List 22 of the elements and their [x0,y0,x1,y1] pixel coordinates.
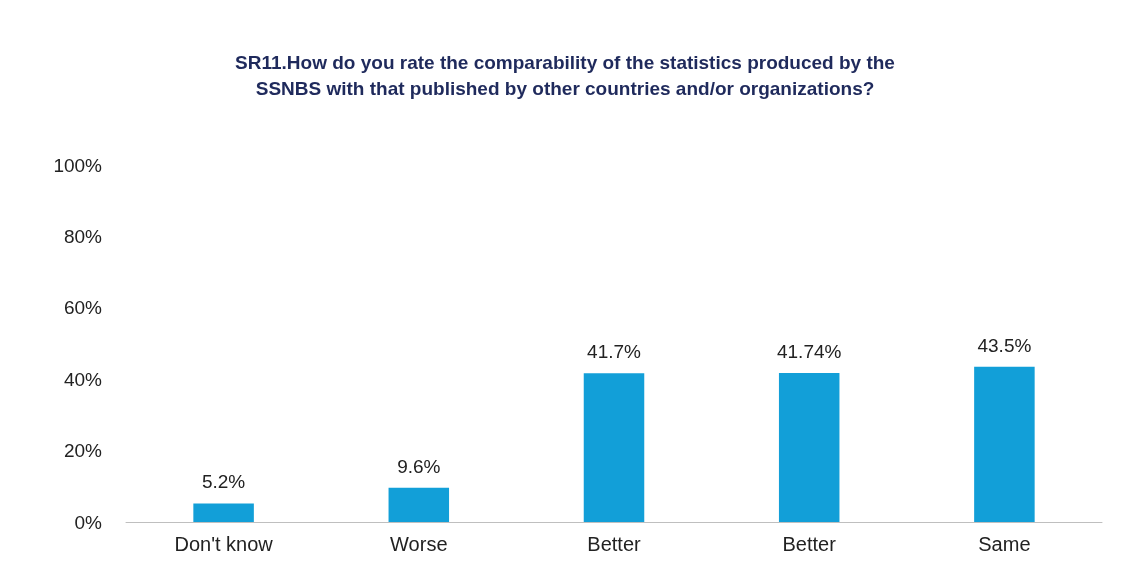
y-tick-label: 60% [63,297,103,319]
bar [193,503,254,522]
x-tick-label: Don't know [174,533,274,555]
data-label: 41.74% [776,340,842,362]
x-tick-label: Better [782,533,837,555]
data-label: 41.7% [587,341,642,363]
bar [974,366,1035,522]
data-label: 9.6% [397,455,441,477]
x-tick-label: Same [978,533,1031,555]
bar [583,373,645,522]
y-tick-label: 100% [53,154,103,176]
y-tick-label: 40% [63,368,103,390]
bar [778,372,840,522]
chart-title: SR11.How do you rate the comparability of the statistics produced by the SSNBS with that published by other countries and/or organizations? [235,51,895,99]
y-tick-label: 0% [74,511,103,533]
x-tick-label: Better [587,533,642,555]
data-label: 43.5% [977,334,1032,356]
data-label: 5.2% [201,471,246,493]
x-tick-label: Worse [390,533,448,555]
bar [388,487,450,522]
y-tick-label: 20% [63,440,103,462]
y-tick-label: 80% [63,225,103,247]
